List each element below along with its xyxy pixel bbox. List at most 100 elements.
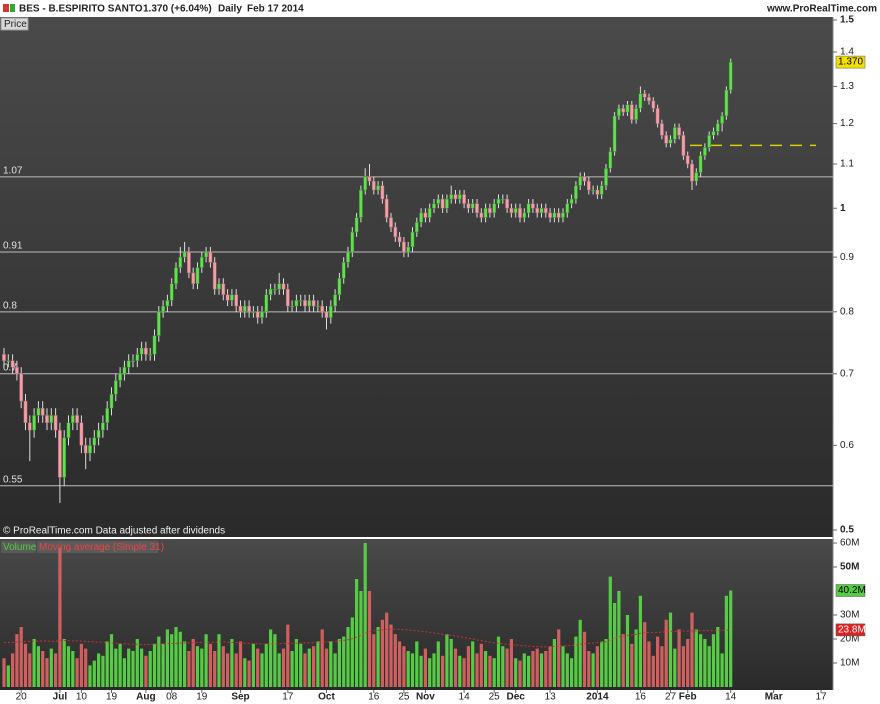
- volume-bar: [380, 619, 384, 687]
- candle-body: [432, 203, 436, 209]
- volume-bar: [527, 655, 531, 687]
- candle-body: [685, 155, 690, 165]
- volume-bar: [316, 641, 320, 687]
- level-label: 0.7: [3, 362, 17, 373]
- candle-body: [393, 226, 398, 238]
- candle-body: [350, 231, 355, 253]
- last-value-box: [835, 55, 866, 69]
- volume-bar: [157, 636, 161, 687]
- candle-body: [647, 97, 651, 102]
- volume-bar: [647, 641, 651, 687]
- candle-body: [268, 288, 273, 295]
- volume-bar: [226, 653, 230, 687]
- candle-body: [6, 360, 11, 362]
- volume-bar: [488, 655, 492, 687]
- candle-body: [58, 429, 62, 478]
- volume-bar: [578, 619, 582, 687]
- volume-bar: [535, 648, 539, 687]
- candle-body: [475, 203, 479, 214]
- volume-bar: [501, 646, 505, 687]
- volume-bar: [522, 653, 526, 687]
- candle-body: [449, 194, 454, 200]
- volume-bar: [432, 653, 436, 687]
- volume-bar: [613, 603, 617, 687]
- candle-body: [113, 380, 118, 395]
- volume-bar: [595, 646, 599, 687]
- candle-body: [333, 294, 337, 307]
- volume-bar: [453, 648, 458, 687]
- icon: [3, 4, 9, 12]
- volume-bar: [668, 612, 673, 687]
- y-tick-label: 1.5: [840, 15, 854, 26]
- candle-body: [109, 393, 114, 409]
- candle-body: [548, 212, 552, 218]
- volume-bar: [101, 655, 105, 687]
- candle-body: [118, 373, 122, 381]
- volume-bar: [707, 646, 711, 687]
- candle-body: [634, 108, 638, 120]
- volume-bar: [716, 627, 720, 687]
- volume-bar: [518, 660, 522, 687]
- candle-body: [260, 311, 264, 318]
- volume-bar: [273, 634, 277, 687]
- x-tick-label: Feb: [679, 692, 697, 703]
- candle-body: [578, 176, 583, 186]
- volume-bar: [436, 641, 440, 687]
- x-tick-label: 16: [368, 692, 380, 703]
- candle-body: [496, 198, 501, 204]
- candle-body: [161, 305, 165, 313]
- candle-body: [707, 135, 712, 148]
- candle-body: [410, 231, 415, 248]
- x-tick-label: Dec: [507, 692, 526, 703]
- x-tick-label: 27: [665, 692, 677, 703]
- candle-body: [144, 347, 148, 355]
- volume-bar: [385, 612, 389, 687]
- volume-bar: [187, 651, 191, 687]
- volume-bar: [41, 651, 45, 687]
- date: Feb 17 2014: [247, 4, 304, 15]
- candle-body: [483, 207, 488, 218]
- footnote: © ProRealTime.com Data adjusted after di…: [3, 526, 225, 537]
- volume-bar: [19, 627, 23, 687]
- volume-bar: [557, 629, 561, 687]
- y-tick-label: 1.1: [840, 159, 854, 170]
- volume-bar: [591, 653, 595, 687]
- volume-bar: [49, 648, 53, 687]
- volume-bar: [88, 665, 92, 687]
- volume-bar: [608, 576, 612, 687]
- last-value-box: [835, 623, 866, 637]
- volume-bar: [62, 639, 66, 687]
- volume-bar: [15, 634, 19, 687]
- candle-body: [660, 123, 664, 136]
- candle-body: [419, 212, 423, 223]
- volume-bar: [2, 658, 6, 687]
- candle-body: [49, 415, 54, 423]
- candle-body: [672, 127, 677, 140]
- candle-body: [522, 212, 527, 218]
- volume-bar: [243, 658, 247, 687]
- volume-bar: [320, 629, 324, 687]
- icon: [10, 4, 15, 12]
- candle-body: [492, 203, 497, 214]
- volume-bar: [389, 624, 393, 687]
- volume-bar: [505, 648, 509, 687]
- candle-body: [251, 311, 256, 314]
- volume-bar: [135, 639, 139, 687]
- candle-body: [569, 198, 574, 204]
- candle-body: [591, 189, 595, 192]
- candle-body: [715, 123, 720, 132]
- volume-bar: [234, 653, 238, 687]
- candle-body: [505, 198, 509, 209]
- candle-body: [45, 415, 49, 423]
- candle-body: [380, 185, 385, 200]
- volume-bar: [256, 648, 260, 687]
- volume-bar: [105, 641, 109, 687]
- y-tick-label: 0.9: [840, 252, 854, 263]
- instrument-title: BES - B.ESPIRITO SANTO: [19, 4, 143, 15]
- volume-bar: [286, 624, 290, 687]
- volume-bar: [79, 643, 83, 687]
- volume-bar: [729, 590, 733, 687]
- volume-bar: [703, 639, 707, 687]
- volume-bar: [204, 634, 208, 687]
- candle-body: [604, 167, 608, 186]
